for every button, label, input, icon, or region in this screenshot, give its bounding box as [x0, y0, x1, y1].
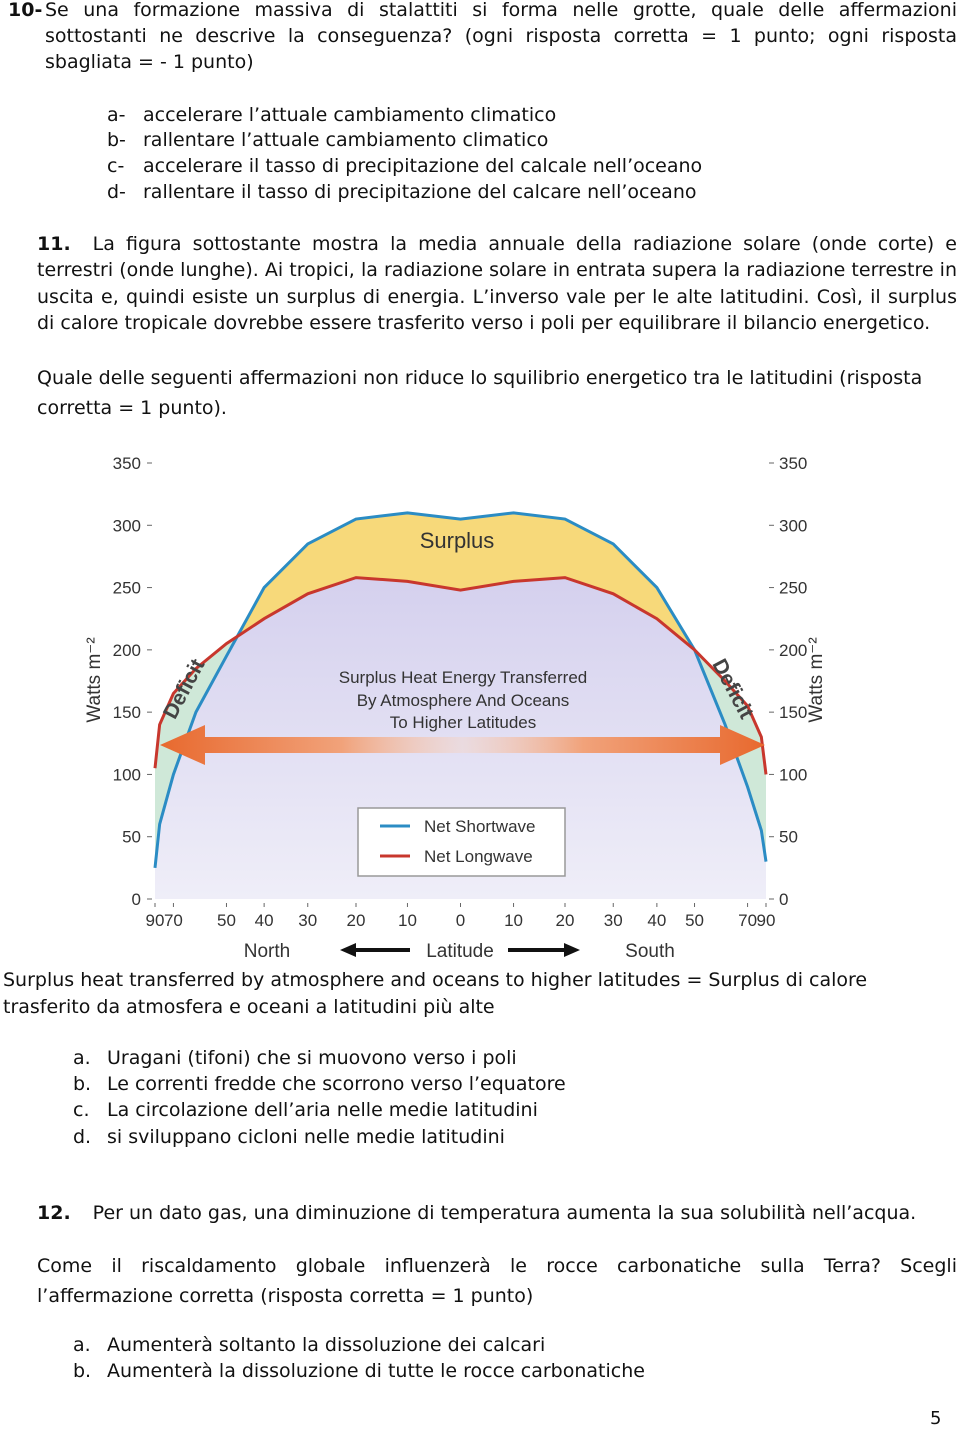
north-label: North — [244, 941, 290, 962]
q10-option: c-accelerare il tasso di precipitazione … — [107, 153, 702, 179]
x-tick-label: 90 — [146, 911, 165, 930]
q12-body: Per un dato gas, una diminuzione di temp… — [92, 1202, 917, 1224]
x-tick-label: 30 — [604, 911, 623, 930]
series-line — [153, 576, 768, 775]
option-text: Le correnti fredde che scorrono verso l’… — [107, 1073, 566, 1095]
option-letter: d. — [73, 1126, 92, 1148]
q11-option: d. si sviluppano cicloni nelle medie lati… — [73, 1124, 505, 1150]
q10-option: d-rallentare il tasso di precipitazione … — [107, 179, 697, 205]
transfer-label: By Atmosphere And Oceans — [357, 691, 570, 710]
surplus-label: Surplus — [420, 528, 495, 553]
x-tick-label: 70 — [738, 911, 757, 930]
series-line — [153, 511, 768, 869]
legend-label: Net Longwave — [424, 847, 533, 866]
option-letter: d- — [107, 181, 126, 203]
y-tick-label: 0 — [132, 890, 141, 909]
x-tick-label: 20 — [347, 911, 366, 930]
x-tick-label: 10 — [398, 911, 417, 930]
q11-caption: Surplus heat transferred by atmosphere a… — [3, 969, 868, 1018]
x-tick-label: 20 — [556, 911, 575, 930]
x-tick-label: 50 — [685, 911, 704, 930]
q12-option: b. Aumenterà la dissoluzione di tutte le … — [73, 1358, 645, 1384]
y-tick-label: 50 — [779, 828, 798, 847]
legend-label: Net Shortwave — [424, 817, 536, 836]
option-letter: c- — [107, 155, 125, 177]
transfer-arrow — [160, 725, 765, 765]
south-label: South — [625, 941, 675, 962]
option-text: si sviluppano cicloni nelle medie latitu… — [107, 1126, 505, 1148]
y-tick-label: 300 — [113, 516, 141, 535]
option-letter: b. — [73, 1073, 92, 1095]
y-tick-label: 250 — [113, 579, 141, 598]
transfer-label: Surplus Heat Energy Transferred — [339, 668, 588, 687]
y-tick-label: 50 — [122, 828, 141, 847]
x-tick-label: 90 — [757, 911, 776, 930]
option-letter: c. — [73, 1099, 90, 1121]
legend-box — [357, 807, 566, 877]
q11-question: Quale delle seguenti affermazioni non ri… — [37, 367, 923, 419]
q10-number: 10- — [8, 0, 43, 21]
option-text: Aumenterà la dissoluzione di tutte le ro… — [107, 1360, 645, 1382]
option-text: rallentare l’attuale cambiamento climati… — [143, 129, 549, 151]
page-number: 5 — [930, 1408, 942, 1429]
q10-text: Se una formazione massiva di stalattiti … — [45, 0, 957, 73]
y-tick-label: 150 — [779, 703, 807, 722]
south-arrow — [508, 943, 580, 957]
x-tick-label: 10 — [504, 911, 523, 930]
option-text: Uragani (tifoni) che si muovono verso i … — [107, 1047, 517, 1069]
x-tick-label: 70 — [164, 911, 183, 930]
y-tick-label: 200 — [113, 641, 141, 660]
y-tick-label: 300 — [779, 516, 807, 535]
option-letter: a. — [73, 1334, 91, 1356]
q10-option: a-accelerare l’attuale cambiamento clima… — [107, 102, 556, 128]
option-letter: a. — [73, 1047, 91, 1069]
y-axis-label: Watts m⁻² — [806, 637, 827, 722]
x-tick-label: 40 — [255, 911, 274, 930]
y-tick-label: 100 — [779, 765, 807, 784]
option-letter: b- — [107, 129, 126, 151]
option-letter: b. — [73, 1360, 92, 1382]
option-text: accelerare il tasso di precipitazione de… — [143, 155, 703, 177]
q11-text: 11. La figura sottostante mostra la media… — [37, 231, 957, 336]
y-tick-label: 150 — [113, 703, 141, 722]
common-area — [155, 577, 766, 899]
x-tick-label: 40 — [647, 911, 666, 930]
q11-option: b. Le correnti fredde che scorrono verso … — [73, 1071, 566, 1097]
q12-question: Come il riscaldamento globale influenzer… — [37, 1255, 957, 1307]
y-tick-label: 200 — [779, 641, 807, 660]
q10-option: b-rallentare l’attuale cambiamento clima… — [107, 127, 548, 153]
transfer-label: To Higher Latitudes — [390, 713, 536, 732]
x-axis-label: Latitude — [426, 941, 494, 962]
y-tick-label: 250 — [779, 579, 807, 598]
q12-number: 12. — [37, 1202, 71, 1224]
x-tick-label: 30 — [298, 911, 317, 930]
option-text: La circolazione dell’aria nelle medie la… — [107, 1099, 538, 1121]
option-letter: a- — [107, 104, 126, 126]
y-tick-label: 100 — [113, 765, 141, 784]
q11-option: a. Uragani (tifoni) che si muovono verso … — [73, 1045, 517, 1071]
option-text: Aumenterà soltanto la dissoluzione dei c… — [107, 1334, 546, 1356]
q11-number: 11. — [37, 233, 71, 255]
q12-option: a. Aumenterà soltanto la dissoluzione dei… — [73, 1332, 545, 1358]
north-arrow — [340, 943, 410, 957]
x-tick-label: 0 — [456, 911, 465, 930]
y-tick-label: 0 — [779, 890, 788, 909]
x-tick-label: 50 — [217, 911, 236, 930]
q11-option: c. La circolazione dell’aria nelle medie … — [73, 1097, 538, 1123]
y-tick-label: 350 — [779, 454, 807, 473]
option-text: rallentare il tasso di precipitazione de… — [143, 181, 697, 203]
y-axis-label: Watts m⁻² — [84, 637, 105, 722]
q11-body: La figura sottostante mostra la media an… — [37, 233, 957, 334]
y-tick-label: 350 — [113, 454, 141, 473]
q12-text: 12. Per un dato gas, una diminuzione di t… — [37, 1200, 957, 1226]
option-text: accelerare l’attuale cambiamento climati… — [143, 104, 557, 126]
